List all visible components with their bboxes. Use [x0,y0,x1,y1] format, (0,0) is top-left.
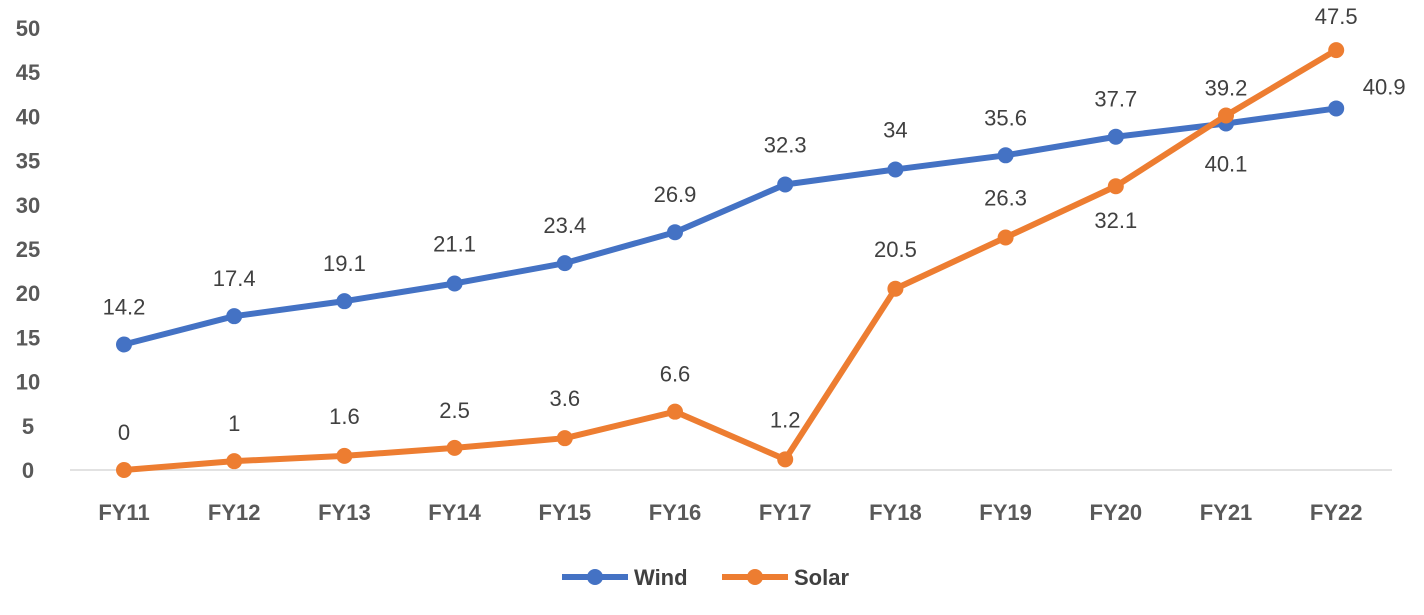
data-point-solar [667,403,683,420]
y-tick-label: 15 [16,325,40,350]
y-tick-label: 45 [16,60,40,85]
data-point-solar [1107,178,1124,195]
data-label-wind: 14.2 [103,294,146,319]
data-point-wind [336,293,353,310]
data-label-wind: 39.2 [1205,75,1248,100]
y-tick-label: 25 [16,237,40,262]
data-label-solar: 20.5 [874,237,917,262]
x-tick-label: FY13 [318,500,371,525]
x-tick-label: FY18 [869,500,922,525]
data-label-wind: 40.9 [1363,74,1406,99]
x-axis-ticks: FY11 FY12 FY13 FY14 FY15 FY16 FY17 FY18 FY19 FY20… [98,500,1362,525]
data-point-solar [336,447,353,464]
y-tick-label: 20 [16,281,40,306]
data-label-wind: 23.4 [543,213,586,238]
data-label-solar: 1 [228,411,240,436]
data-label-wind: 32.3 [764,132,807,157]
x-tick-label: FY22 [1310,500,1363,525]
data-point-wind [446,275,463,292]
data-label-wind: 17.4 [213,266,256,291]
data-label-solar: 0 [118,420,130,445]
data-label-solar: 3.6 [550,386,581,411]
y-tick-label: 40 [16,104,40,129]
data-point-solar [446,439,463,456]
legend-label: Solar [794,565,849,590]
series-wind [116,100,1345,353]
legend-marker [587,569,603,585]
y-axis-ticks: 0 5 10 15 20 25 30 35 40 45 50 [16,16,40,483]
data-label-wind: 37.7 [1094,87,1137,112]
x-tick-label: FY21 [1200,500,1253,525]
legend-item-solar: Solar [722,565,849,590]
data-point-wind [1328,100,1345,117]
data-point-solar [556,430,573,447]
y-tick-label: 5 [22,414,34,439]
data-label-solar: 2.5 [439,398,470,423]
y-tick-label: 10 [16,370,40,395]
y-tick-label: 30 [16,193,40,218]
data-point-solar [997,229,1014,246]
x-tick-label: FY16 [649,500,702,525]
y-tick-label: 35 [16,149,40,174]
data-label-solar: 40.1 [1205,152,1248,177]
data-point-wind [226,308,243,325]
x-tick-label: FY14 [428,500,481,525]
data-label-solar: 47.5 [1315,4,1358,29]
x-tick-label: FY15 [539,500,592,525]
data-point-solar [1218,107,1234,124]
data-point-solar [777,451,794,468]
data-label-solar: 1.2 [770,407,801,432]
data-label-solar: 1.6 [329,404,360,429]
y-tick-label: 0 [22,458,34,483]
data-point-wind [1107,128,1124,145]
data-point-solar [887,280,904,297]
data-point-wind [887,161,904,178]
x-tick-label: FY17 [759,500,812,525]
data-label-solar: 26.3 [984,186,1027,211]
x-tick-label: FY19 [979,500,1032,525]
data-label-solar: 6.6 [660,362,691,387]
data-point-solar [116,462,132,478]
data-point-wind [997,147,1014,164]
series-layer [116,42,1345,478]
data-point-wind [116,336,132,353]
legend: Wind Solar [562,565,849,590]
data-label-solar: 32.1 [1094,208,1137,233]
data-point-wind [777,176,794,193]
legend-item-wind: Wind [562,565,688,590]
data-point-solar [226,453,243,470]
data-label-wind: 34 [883,117,907,142]
series-line-solar [121,47,1340,473]
x-tick-label: FY20 [1090,500,1143,525]
data-point-wind [556,255,573,272]
legend-label: Wind [634,565,688,590]
x-tick-label: FY11 [98,500,149,525]
x-tick-label: FY12 [208,500,261,525]
data-label-wind: 21.1 [433,231,476,256]
data-label-wind: 26.9 [654,182,697,207]
y-tick-label: 50 [16,16,40,41]
data-point-wind [667,224,683,241]
series-solar [116,42,1345,478]
series-line-wind [121,105,1340,348]
legend-marker [747,569,763,585]
data-label-wind: 35.6 [984,105,1027,130]
data-labels: 14.2 17.4 19.1 21.1 23.4 26.9 32.3 34 35.6 37.7 39… [103,4,1406,445]
data-point-solar [1328,42,1345,59]
data-label-wind: 19.1 [323,251,366,276]
